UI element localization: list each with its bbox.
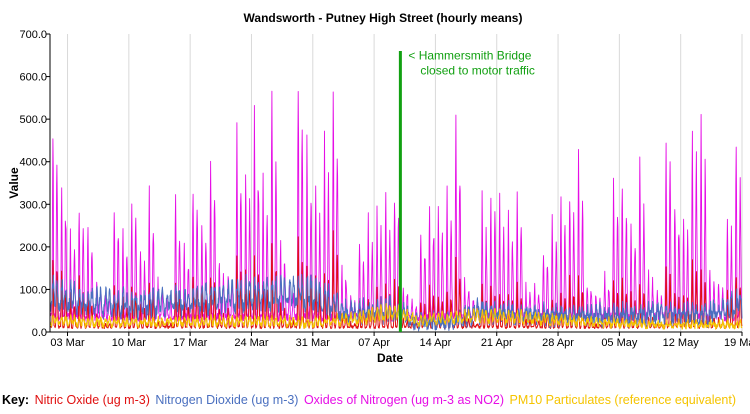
x-tick-label: 21 Apr (481, 337, 513, 349)
x-tick-label: 14 Apr (420, 337, 452, 349)
x-axis-label: Date (377, 351, 403, 365)
series-line-no (49, 230, 743, 330)
y-tick-label: 300.0 (19, 199, 47, 211)
series-line-nox (49, 90, 743, 322)
key-item-nitrogen-dioxide: Nitrogen Dioxide (ug m-3) (155, 393, 299, 407)
x-tick-label: 05 May (601, 337, 638, 349)
key-item-oxides-of-nitrogen: Oxides of Nitrogen (ug m-3 as NO2) (303, 393, 505, 407)
x-tick-label: 03 Mar (50, 337, 85, 349)
key-label: Key: (2, 393, 30, 407)
grid-lines (67, 34, 743, 332)
x-tick-label: 07 Apr (358, 337, 390, 349)
x-tick-label: 24 Mar (234, 337, 269, 349)
annotation-text-line-2: closed to motor traffic (420, 63, 535, 77)
y-tick-label: 400.0 (19, 157, 47, 169)
y-tick-label: 0.0 (32, 327, 47, 339)
chart-title: Wandsworth - Putney High Street (hourly … (244, 11, 523, 25)
annotation-text-line-1: < Hammersmith Bridge (408, 49, 531, 63)
key-item-nitric-oxide: Nitric Oxide (ug m-3) (34, 393, 150, 407)
x-tick-label: 12 May (663, 337, 700, 349)
y-tick-label: 700.0 (19, 29, 47, 41)
axes: 03 Mar 10 Mar 17 Mar 24 Mar 31 Mar 07 Apr 14 A… (19, 29, 750, 349)
x-tick-label: 17 Mar (173, 337, 208, 349)
y-tick-label: 600.0 (19, 72, 47, 84)
key-item-pm10: PM10 Particulates (reference equivalent) (509, 393, 737, 407)
y-tick-label: 100.0 (19, 284, 47, 296)
chart: Wandsworth - Putney High Street (hourly … (7, 11, 750, 365)
x-tick-label: 28 Apr (542, 337, 574, 349)
plot-area (49, 90, 743, 332)
chart-key: Key: Nitric Oxide (ug m-3) Nitrogen Diox… (2, 393, 738, 407)
x-tick-label: 10 Mar (112, 337, 147, 349)
x-tick-label: 31 Mar (296, 337, 331, 349)
x-tick-label: 19 May (724, 337, 750, 349)
series-line-no2 (49, 273, 743, 332)
series-line-pm10 (49, 303, 743, 330)
y-axis-label: Value (7, 167, 21, 199)
y-tick-label: 500.0 (19, 114, 47, 126)
y-tick-label: 200.0 (19, 242, 47, 254)
